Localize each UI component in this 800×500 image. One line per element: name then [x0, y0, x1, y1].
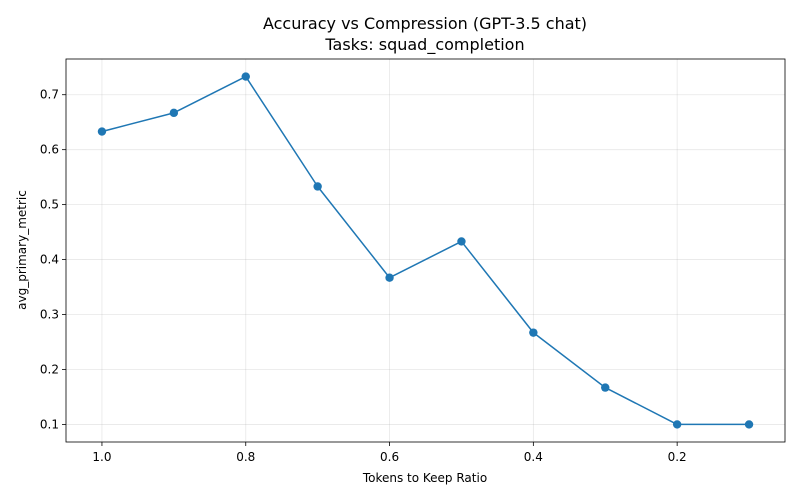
data-point [241, 72, 250, 81]
data-point [744, 420, 754, 429]
x-tick-label: 0.6 [380, 450, 399, 464]
data-point [672, 420, 682, 429]
data-point [529, 328, 538, 337]
data-point [97, 127, 107, 136]
x-tick-label: 1.0 [92, 450, 111, 464]
y-tick-label: 0.5 [40, 198, 59, 212]
y-axis-label: avg_primary_metric [15, 190, 29, 310]
y-tick-label: 0.7 [40, 88, 59, 102]
plot-frame [65, 58, 786, 443]
grid-lines [66, 59, 785, 442]
x-tick-label: 0.8 [236, 450, 255, 464]
data-point [385, 273, 394, 282]
data-point [313, 182, 322, 191]
y-tick-label: 0.6 [40, 143, 59, 157]
axis-ticks: 1.0 0.8 0.6 0.4 0.2 0.1 0.2 0.3 0.4 0.5 0.6 0.7 [40, 88, 687, 464]
series-plot [97, 72, 754, 429]
series-line [101, 75, 750, 426]
y-tick-label: 0.3 [40, 308, 59, 322]
data-point [457, 237, 466, 246]
x-tick-label: 0.2 [668, 450, 687, 464]
chart-title: Accuracy vs Compression (GPT-3.5 chat) [263, 14, 587, 33]
data-point [601, 383, 610, 392]
x-tick-label: 0.4 [524, 450, 543, 464]
data-point [169, 108, 179, 118]
y-tick-label: 0.1 [40, 417, 59, 431]
y-tick-label: 0.2 [40, 362, 59, 376]
x-axis-label: Tokens to Keep Ratio [362, 471, 487, 485]
y-tick-label: 0.4 [40, 253, 59, 267]
chart-subtitle: Tasks: squad_completion [324, 35, 524, 55]
